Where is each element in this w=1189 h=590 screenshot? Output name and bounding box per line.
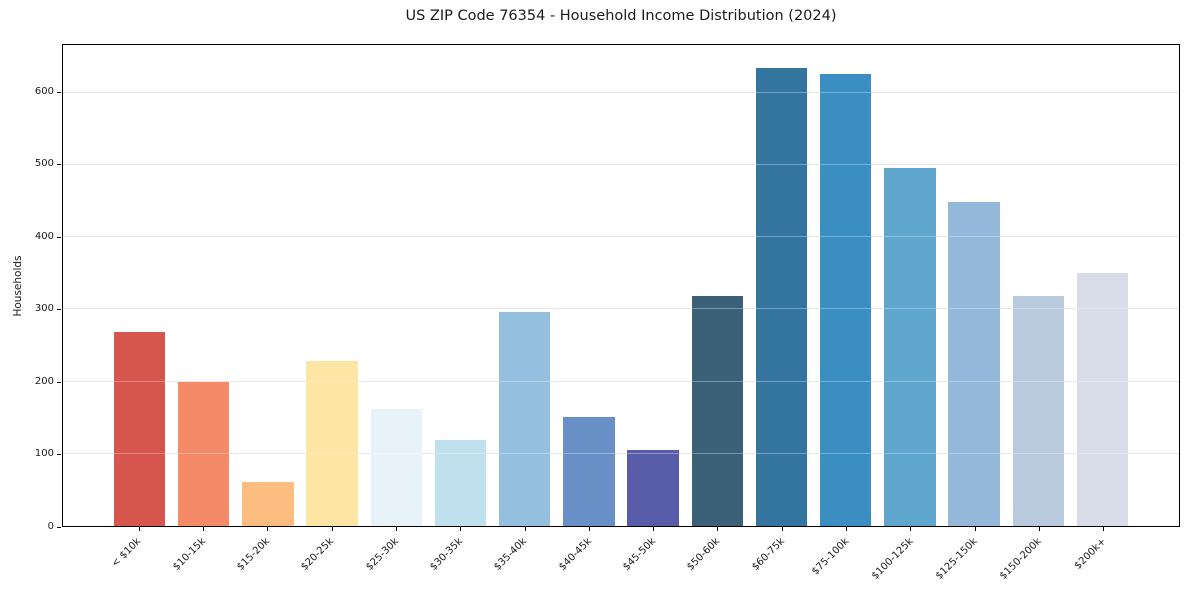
y-tick-label: 400 xyxy=(34,230,54,242)
y-tick-mark xyxy=(57,454,61,456)
bar-60-75k xyxy=(755,68,808,526)
x-tick-label: $20-25k xyxy=(299,536,337,573)
x-tick-label: $60-75k xyxy=(749,536,787,573)
gridline xyxy=(63,452,1179,454)
bar-25-30k xyxy=(370,409,422,526)
x-tick-label: $125-150k xyxy=(933,536,980,582)
bar-30-35k xyxy=(434,440,487,526)
y-tick-mark xyxy=(57,527,61,528)
x-tick-label: < $10k xyxy=(109,536,144,570)
y-tick-label: 0 xyxy=(47,521,54,532)
y-tick-mark xyxy=(57,164,61,166)
gridline xyxy=(63,91,1179,93)
x-tick-label: $100-125k xyxy=(869,536,916,582)
chart-title: US ZIP Code 76354 - Household Income Dis… xyxy=(405,8,837,24)
y-tick-label: 200 xyxy=(34,375,54,387)
gridline xyxy=(63,308,1179,310)
bar-150-200k xyxy=(1012,296,1065,526)
bar-10k xyxy=(113,332,166,526)
x-tick-mark xyxy=(202,527,204,531)
x-tick-label: $10-15k xyxy=(170,536,208,573)
bar-40-45k xyxy=(563,416,615,526)
y-tick-label: 600 xyxy=(34,85,54,97)
x-tick-mark xyxy=(524,527,526,531)
bar-100-125k xyxy=(884,167,936,526)
gridline-overlay xyxy=(63,91,1179,93)
x-tick-mark xyxy=(846,527,848,531)
x-tick-mark xyxy=(395,527,397,531)
x-tick-label: $200k+ xyxy=(1072,536,1109,572)
gridline-overlay xyxy=(63,452,1179,454)
y-tick-label: 100 xyxy=(34,448,54,460)
y-tick-label: 300 xyxy=(34,303,54,315)
x-tick-mark xyxy=(653,527,655,531)
bar-35-40k xyxy=(498,312,551,526)
x-tick-mark xyxy=(588,527,590,531)
gridline-overlay xyxy=(63,163,1179,165)
bar-50-60k xyxy=(691,295,743,526)
gridline xyxy=(63,163,1179,165)
gridline-overlay xyxy=(63,308,1179,310)
gridline-overlay xyxy=(63,380,1179,382)
x-tick-label: $45-50k xyxy=(621,536,658,573)
bar-15-20k xyxy=(242,481,294,526)
gridline xyxy=(63,236,1179,238)
x-tick-mark xyxy=(974,527,976,531)
x-tick-mark xyxy=(267,527,269,531)
y-tick-label: 500 xyxy=(34,158,54,170)
bar-45-50k xyxy=(627,450,679,526)
x-tick-mark xyxy=(717,527,719,531)
plot-area xyxy=(62,44,1180,527)
x-tick-label: $40-45k xyxy=(556,536,594,573)
x-tick-mark xyxy=(331,527,333,531)
x-tick-mark xyxy=(781,527,783,531)
gridline xyxy=(63,380,1179,382)
x-tick-label: $50-60k xyxy=(685,536,723,573)
bar-200k xyxy=(1076,272,1129,526)
x-tick-mark xyxy=(138,527,140,531)
x-tick-mark xyxy=(1039,527,1041,531)
gridline-overlay xyxy=(63,236,1179,238)
x-tick-mark xyxy=(460,527,462,531)
bar-125-150k xyxy=(948,201,1000,526)
x-tick-label: $35-40k xyxy=(492,536,530,573)
x-tick-label: $30-35k xyxy=(428,536,465,573)
x-tick-label: $150-200k xyxy=(997,536,1044,582)
y-tick-mark xyxy=(57,236,61,238)
y-tick-mark xyxy=(57,381,61,383)
bar-75-100k xyxy=(820,73,872,526)
x-tick-mark xyxy=(1103,527,1105,531)
y-tick-mark xyxy=(57,91,61,93)
x-tick-label: $25-30k xyxy=(363,536,401,573)
bar-20-25k xyxy=(306,361,358,526)
bar-10-15k xyxy=(177,382,230,526)
y-tick-mark xyxy=(57,309,61,311)
x-tick-label: $15-20k xyxy=(235,536,272,573)
x-tick-mark xyxy=(910,527,912,531)
x-tick-label: $75-100k xyxy=(809,536,851,578)
